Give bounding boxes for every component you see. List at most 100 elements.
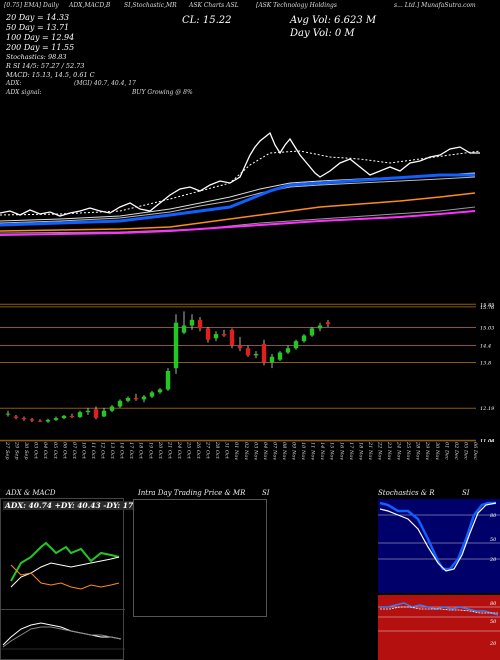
moving-average-panel <box>0 131 481 236</box>
x-axis-label: 14 Nov <box>319 442 325 460</box>
x-axis-label: 02 Dec <box>453 442 459 460</box>
x-axis-label: 02 Nov <box>243 442 249 460</box>
x-axis-label: 07 Nov <box>271 442 277 460</box>
candle-body <box>269 356 275 363</box>
x-axis-label: 22 Nov <box>376 441 382 460</box>
candle-body <box>205 328 211 340</box>
candle-body <box>165 371 171 390</box>
candle-body <box>189 319 195 326</box>
adx-signal-line: ADX signal: BUY Growing @ 8% <box>6 89 193 96</box>
adx-lines <box>10 541 120 590</box>
candle-body <box>325 322 331 325</box>
adx-panel-label: ADX & MACD <box>6 489 56 497</box>
header-strip-4: [ASK Technology Holdings <box>256 2 337 9</box>
indicator-info: 20 Day = 14.33 50 Day = 13.71 100 Day = … <box>6 13 95 80</box>
x-axis-label: 04 Oct <box>42 442 48 460</box>
header-strip-2: SI,Stochastic,MR <box>124 2 177 9</box>
candle-body <box>157 389 163 393</box>
adx-orange-line <box>10 564 120 590</box>
intraday-panel-si: SI <box>262 489 270 497</box>
si-white-line <box>380 606 498 614</box>
x-axis-label: 19 Oct <box>147 442 153 460</box>
si-tick-80: 80 <box>490 601 497 607</box>
info-line-1: 50 Day = 13.71 <box>6 23 70 32</box>
intraday-panel-label: Intra Day Trading Price & MR <box>138 489 246 497</box>
info-line-5: R SI 14/5: 57.27 / 52.73 <box>6 62 85 70</box>
price-level-label: 13.8 <box>480 360 491 366</box>
x-axis-label: 25 Nov <box>405 441 411 460</box>
adx-panel: ADX: 40.74 +DY: 40.43 -DY: 17.02 <box>0 498 149 660</box>
x-axis-label: 24 Nov <box>396 441 402 460</box>
stoch-panel-bottom <box>378 595 500 660</box>
ma-white-smooth-2 <box>0 176 476 224</box>
x-axis-label: 26 Oct <box>195 441 201 460</box>
candle-body <box>5 413 11 415</box>
price-level-label: 15.76 <box>480 305 495 311</box>
candle-body <box>29 419 35 421</box>
candle-body <box>253 353 259 356</box>
price-line-white <box>0 131 480 217</box>
candle-body <box>21 417 27 420</box>
x-axis-label: 24 Oct <box>176 441 182 460</box>
x-axis-label: 20 Oct <box>157 441 163 460</box>
info-line-2: 100 Day = 12.94 <box>6 33 75 42</box>
macd-white-line <box>2 622 122 646</box>
header-strip-0: [0.75] EMA] Daily <box>4 2 59 9</box>
si-lines: 80 50 20 <box>378 601 500 647</box>
x-axis-label: 21 Nov <box>367 441 373 460</box>
ma-magenta-line <box>0 210 476 236</box>
adx-signal-label: ADX signal: <box>6 89 42 96</box>
candle-body <box>213 334 219 339</box>
x-axis-label: 12 Oct <box>100 442 106 460</box>
x-axis-label: 29 Nov <box>424 441 430 460</box>
candle-body <box>53 418 59 420</box>
candle-body <box>197 319 203 329</box>
x-axis-label: 07 Oct <box>71 442 77 460</box>
stoch-panel-label: Stochastics & R <box>378 489 435 497</box>
candle-body <box>85 410 91 413</box>
adx-white-line <box>10 556 120 588</box>
x-axis-label: 08 Nov <box>281 442 287 460</box>
candle-body <box>229 329 235 346</box>
adx-values: ADX: 40.74 +DY: 40.43 -DY: 17.02 <box>3 501 149 510</box>
header-strip-5: s... Ltd.] MunafaSutra.com <box>394 2 476 9</box>
intraday-panel <box>133 499 267 617</box>
stoch-white-line <box>379 502 497 572</box>
candle-body <box>237 345 243 349</box>
stoch-tick-80: 80 <box>490 513 497 519</box>
macd-divider <box>1 609 125 610</box>
adx-signal-value: BUY Growing @ 8% <box>132 89 193 96</box>
x-axis-label: 05 Dec <box>462 442 468 460</box>
x-axis-label: 16 Nov <box>338 442 344 460</box>
x-axis-label: 01 Nov <box>233 442 239 460</box>
x-axis-label: 14 Oct <box>119 442 125 460</box>
adx-value: (MGI) 40.7, 40.4, 17 <box>74 80 136 87</box>
candle-body <box>61 415 67 419</box>
candle-body <box>101 410 107 417</box>
x-axis-label: 05 Oct <box>52 442 58 460</box>
candle-body <box>181 325 187 333</box>
x-axis-label: 03 Nov <box>252 442 258 460</box>
close-price: CL: 15.22 <box>182 15 232 26</box>
x-axis-label: 18 Nov <box>357 442 363 460</box>
adx-green-line <box>10 541 120 582</box>
x-axis-label: 27 Sep <box>4 441 10 460</box>
price-level-label: 11.06 <box>480 438 495 442</box>
price-level-label: 11.04 <box>480 439 494 442</box>
candle-body <box>221 334 227 336</box>
candle-body <box>301 335 307 342</box>
candle-body <box>13 416 19 418</box>
x-axis-label: 06 Dec <box>472 442 478 460</box>
x-axis-label: 31 Oct <box>224 442 230 460</box>
candle-body <box>93 409 99 418</box>
stoch-tick-20: 20 <box>489 557 497 563</box>
info-line-4: Stochastics: 98.83 <box>6 53 67 61</box>
candle-body <box>149 392 155 397</box>
candle-body <box>141 396 147 400</box>
adx-label: ADX: <box>6 80 22 87</box>
candle-body <box>173 322 179 369</box>
x-axis-label: 30 Nov <box>434 442 440 460</box>
info-line-3: 200 Day = 11.55 <box>6 43 75 52</box>
macd-signal-line <box>2 626 122 648</box>
